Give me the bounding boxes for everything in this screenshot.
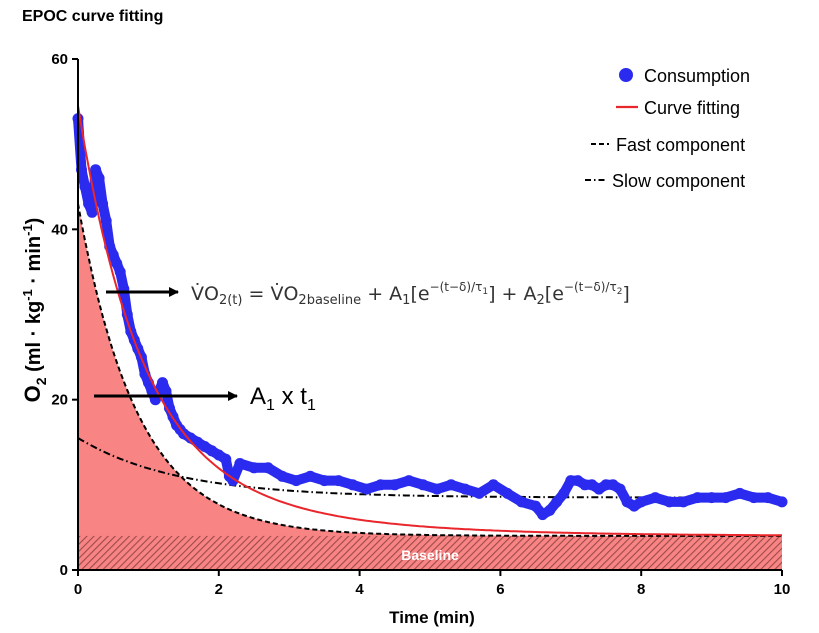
consumption-point	[114, 266, 126, 278]
y-axis-title-sup1: -1	[20, 289, 35, 301]
legend-slow-label: Slow component	[612, 171, 745, 191]
legend-consumption-marker	[619, 68, 633, 82]
consumption-point	[445, 479, 457, 491]
x-axis-title: Time (min)	[389, 608, 475, 627]
consumption-point	[649, 492, 661, 504]
x-tick-label: 0	[74, 581, 82, 598]
consumption-point	[558, 487, 570, 499]
consumption-point	[459, 483, 471, 495]
consumption-point	[403, 475, 415, 487]
consumption-point	[734, 487, 746, 499]
curve-fitting-line	[77, 105, 782, 537]
x-tick-label: 4	[355, 581, 364, 598]
axes-layer: 0 2 4 6 8 10 0 20 40 60	[51, 51, 790, 598]
consumption-point	[776, 496, 788, 508]
consumption-point	[748, 492, 760, 504]
svg-text:O2 (ml · kg-1 · min-1): O2 (ml · kg-1 · min-1)	[20, 218, 49, 403]
consumption-point	[762, 492, 774, 504]
consumption-point	[227, 475, 239, 487]
consumption-point	[347, 479, 359, 491]
legend-consumption-label: Consumption	[644, 66, 750, 86]
consumption-point	[614, 483, 626, 495]
consumption-point	[692, 492, 703, 504]
consumption-point	[79, 181, 91, 193]
y-tick-label: 20	[51, 392, 68, 409]
consumption-point	[157, 377, 168, 389]
consumption-point	[663, 496, 675, 508]
consumption-point	[720, 492, 732, 504]
x-tick-label: 10	[774, 581, 791, 598]
consumption-point	[551, 496, 563, 508]
consumption-point	[431, 483, 443, 495]
consumption-point	[93, 172, 105, 184]
y-axis-title-mid: · min	[23, 236, 45, 289]
consumption-point	[318, 475, 330, 487]
consumption-point	[487, 479, 499, 491]
legend: Consumption Curve fitting Fast component…	[585, 66, 750, 191]
legend-fit-label: Curve fitting	[644, 98, 740, 118]
y-axis-title-end: )	[23, 218, 45, 225]
y-axis-title-sub: 2	[33, 377, 49, 385]
consumption-point	[111, 257, 123, 269]
y-axis-title: O2 (ml · kg-1 · min-1)	[20, 218, 49, 403]
baseline-label: Baseline	[401, 547, 459, 563]
consumption-point	[544, 504, 556, 516]
chart-title: EPOC curve fitting	[22, 8, 164, 25]
legend-fast-label: Fast component	[616, 135, 745, 155]
consumption-point	[706, 492, 718, 504]
y-axis-title-rest: (ml · kg	[23, 301, 45, 378]
consumption-points-layer	[72, 105, 788, 537]
consumption-point	[160, 385, 172, 397]
consumption-point	[90, 164, 102, 176]
consumption-point	[516, 496, 527, 508]
area-label: A1 x t1	[250, 383, 316, 414]
consumption-point	[473, 487, 485, 499]
consumption-point	[375, 479, 387, 491]
consumption-point	[361, 483, 373, 495]
consumption-point	[164, 402, 175, 414]
consumption-point	[635, 496, 647, 508]
consumption-point	[97, 198, 109, 210]
fast-component-line	[77, 203, 782, 537]
consumption-point	[262, 462, 274, 474]
y-tick-label: 0	[60, 562, 68, 579]
y-tick-label: 60	[51, 51, 68, 68]
x-tick-label: 8	[637, 581, 645, 598]
y-tick-label: 40	[51, 221, 68, 238]
consumption-point	[417, 479, 429, 491]
consumption-point	[501, 487, 513, 499]
y-axis-title-sup2: -1	[20, 224, 35, 236]
fast-component-area	[78, 203, 782, 571]
consumption-point	[83, 198, 95, 210]
area-fill-layer	[78, 203, 782, 571]
consumption-point	[100, 215, 112, 227]
consumption-point	[389, 479, 401, 491]
equation-text: V̇O2(t) = V̇O2baseline + A1[e−(t−δ)/τ1] …	[191, 280, 630, 308]
consumption-point	[234, 458, 246, 469]
consumption-point	[677, 496, 689, 508]
consumption-point	[333, 475, 344, 487]
consumption-point	[304, 470, 316, 482]
consumption-point	[86, 206, 98, 218]
consumption-point	[276, 470, 288, 482]
y-axis-title-main: O	[20, 385, 45, 402]
consumption-point	[248, 462, 260, 474]
consumption-point	[220, 453, 232, 465]
consumption-point	[107, 249, 119, 261]
baseline-band	[78, 535, 782, 570]
x-tick-label: 2	[215, 581, 223, 598]
x-tick-label: 6	[496, 581, 504, 598]
consumption-point	[290, 475, 302, 487]
consumption-point	[530, 500, 542, 512]
